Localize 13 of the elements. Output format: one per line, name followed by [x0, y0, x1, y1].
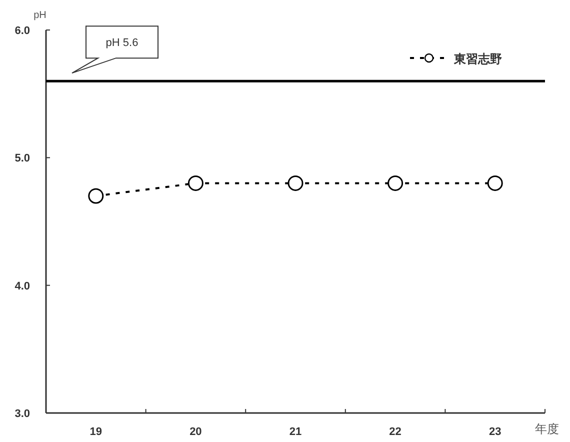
x-tick-label: 19 [90, 426, 102, 438]
y-axis-title: pH [34, 10, 46, 21]
x-tick-label: 21 [289, 426, 302, 438]
x-axis-title: 年度 [535, 422, 559, 436]
y-tick-label: 3.0 [14, 408, 30, 420]
y-tick-label: 4.0 [14, 280, 30, 292]
x-tick-label: 20 [190, 426, 202, 438]
ref-line-label: pH 5.6 [106, 37, 138, 50]
y-tick-label: 5.0 [14, 152, 30, 165]
x-tick-label: 23 [488, 426, 502, 438]
legend-label: 東習志野 [453, 52, 502, 66]
x-tick-label: 22 [389, 426, 402, 438]
y-tick-label: 6.0 [14, 25, 30, 37]
